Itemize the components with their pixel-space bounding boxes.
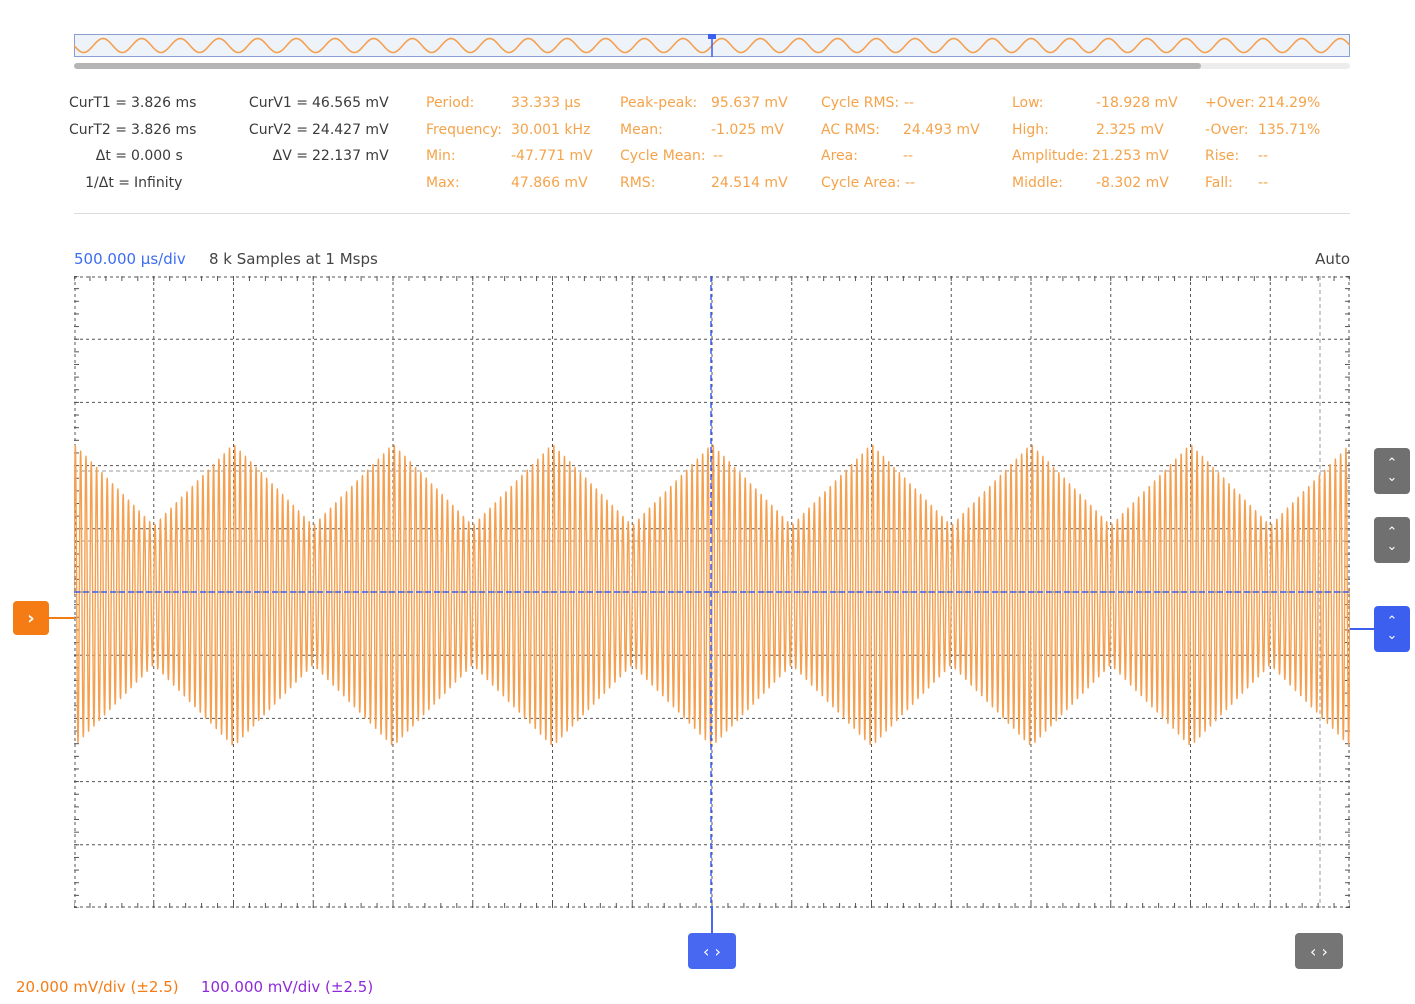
channel-1-scale[interactable]: 20.000 mV/div (±2.5) (16, 978, 179, 996)
chevron-right-icon: › (27, 607, 35, 629)
voltage-readout-label: ΔV = (272, 148, 308, 164)
cursor-readout-value: 0.000 s (131, 148, 183, 164)
measurement-value: 214.29% (1258, 95, 1321, 111)
chevron-up-icon: ⌃ (1386, 456, 1398, 471)
measurement-value: 135.71% (1258, 122, 1321, 138)
measurement-label: Low: (1012, 95, 1044, 111)
waveform-trace (74, 444, 1350, 746)
measurement-label: Mean: (620, 122, 663, 138)
voltage-readout-value: 46.565 mV (312, 95, 389, 111)
timebase-label[interactable]: 500.000 µs/div (74, 250, 186, 268)
voltage-readout-label: CurV2 = (248, 122, 308, 138)
measurement-value: 2.325 mV (1096, 122, 1164, 138)
cursor-readout-value: 3.826 ms (131, 95, 197, 111)
measurement-value: 24.493 mV (903, 122, 980, 138)
cursor-readout-label: CurT1 = (68, 95, 127, 111)
offset-handle[interactable]: ⌃ ⌄ (1374, 606, 1410, 652)
voltage-readout-value: 24.427 mV (312, 122, 389, 138)
measurement-value: -- (1258, 175, 1269, 191)
measurement-value: -- (713, 148, 724, 164)
measurement-label: +Over: (1205, 95, 1255, 111)
measurement-label: Min: (426, 148, 456, 164)
measurement-value: 24.514 mV (711, 175, 788, 191)
cursor-upper-handle[interactable]: ⌃ ⌄ (1374, 448, 1410, 494)
scope-plot[interactable] (74, 276, 1350, 908)
overview-cursor-marker (708, 34, 716, 39)
channel-offset-handle[interactable]: › (13, 601, 49, 635)
channel-2-scale[interactable]: 100.000 mV/div (±2.5) (201, 978, 374, 996)
channel-offset-line (49, 617, 75, 619)
chevron-down-icon: ⌄ (1386, 539, 1398, 554)
measurement-label: Rise: (1205, 148, 1240, 164)
cursor-readout-value: 3.826 ms (131, 122, 197, 138)
cursor-readout-label: Δt = (95, 148, 127, 164)
measurement-label: Cycle RMS: (821, 95, 900, 111)
cursor-readout-label: 1/Δt = (85, 175, 130, 191)
cursor-lower-handle[interactable]: ⌃ ⌄ (1374, 517, 1410, 563)
cursor-readout-value: Infinity (134, 175, 183, 191)
voltage-readout-value: 22.137 mV (312, 148, 389, 164)
time-cursor-line (711, 906, 713, 934)
measurement-label: Period: (426, 95, 475, 111)
measurement-value: 30.001 kHz (511, 122, 591, 138)
measurement-label: Amplitude: (1012, 148, 1089, 164)
time-cursor-handle[interactable]: ‹ › (688, 933, 736, 969)
chevron-left-right-icon: ‹ › (703, 941, 721, 961)
measurement-value: 21.253 mV (1092, 148, 1169, 164)
measurement-value: 33.333 µs (511, 95, 581, 111)
measurement-value: -- (905, 175, 916, 191)
measurement-label: Cycle Area: (821, 175, 901, 191)
chevron-up-icon: ⌃ (1386, 614, 1398, 629)
measurement-label: AC RMS: (821, 122, 880, 138)
measurement-label: Cycle Mean: (620, 148, 706, 164)
overview-scroll-thumb[interactable] (74, 63, 1201, 69)
measurement-label: RMS: (620, 175, 656, 191)
measurement-value: -- (903, 148, 914, 164)
divider (74, 213, 1350, 214)
voltage-readout-label: CurV1 = (248, 95, 308, 111)
chevron-up-icon: ⌃ (1386, 525, 1398, 540)
measurement-value: -47.771 mV (511, 148, 593, 164)
measurement-label: Fall: (1205, 175, 1233, 191)
trigger-mode-label[interactable]: Auto (1315, 250, 1350, 268)
measurement-value: -- (904, 95, 915, 111)
measurement-value: 95.637 mV (711, 95, 788, 111)
offset-line (1350, 628, 1374, 630)
waveform-overview[interactable] (74, 34, 1350, 57)
measurement-value: -18.928 mV (1096, 95, 1178, 111)
measurement-label: Area: (821, 148, 858, 164)
horizontal-pan-handle[interactable]: ‹ › (1295, 933, 1343, 969)
measurement-label: Peak-peak: (620, 95, 698, 111)
measurement-label: Middle: (1012, 175, 1063, 191)
chevron-down-icon: ⌄ (1386, 628, 1398, 643)
measurement-value: 47.866 mV (511, 175, 588, 191)
measurement-value: -1.025 mV (711, 122, 784, 138)
chevron-left-right-icon: ‹ › (1310, 941, 1328, 961)
measurement-label: Max: (426, 175, 460, 191)
measurement-label: Frequency: (426, 122, 503, 138)
sample-info: 8 k Samples at 1 Msps (209, 250, 378, 268)
cursor-readout-label: CurT2 = (68, 122, 127, 138)
chevron-down-icon: ⌄ (1386, 470, 1398, 485)
measurement-value: -- (1258, 148, 1269, 164)
measurement-value: -8.302 mV (1096, 175, 1169, 191)
measurement-label: -Over: (1205, 122, 1249, 138)
measurement-label: High: (1012, 122, 1049, 138)
